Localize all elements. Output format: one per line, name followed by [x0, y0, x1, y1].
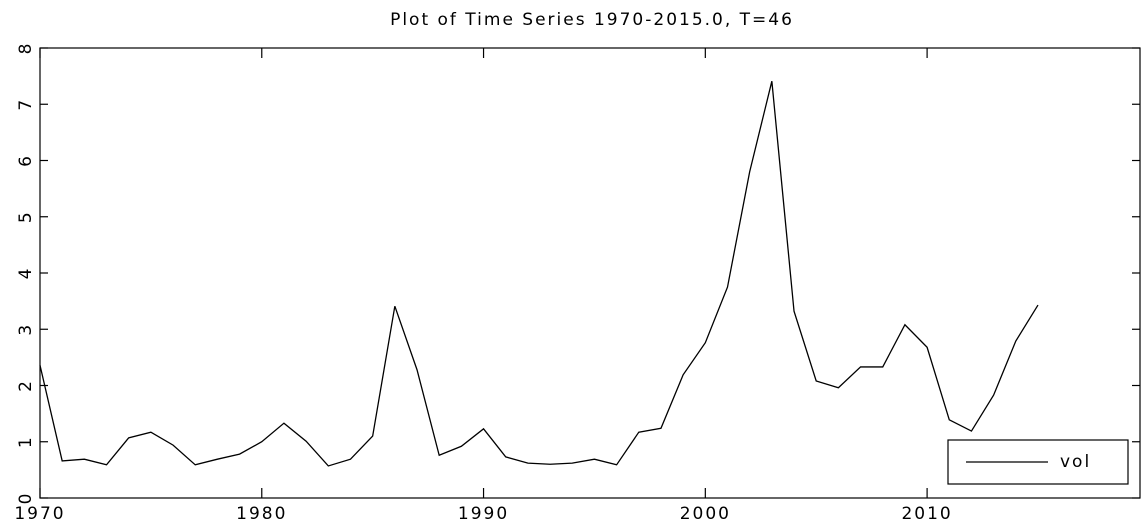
y-tick-label: 8: [16, 42, 36, 55]
y-tick-label: 1: [16, 435, 36, 448]
x-tick-label: 1980: [236, 504, 287, 524]
y-tick-label: 7: [16, 98, 36, 111]
x-tick-label: 1990: [458, 504, 509, 524]
x-tick-label: 1970: [14, 504, 65, 524]
y-tick-label: 5: [16, 210, 36, 223]
y-tick-label: 0: [16, 492, 36, 505]
plot-frame: [39, 47, 1141, 499]
y-tick-label: 6: [16, 154, 36, 167]
x-tick-label: 2010: [901, 504, 952, 524]
legend-label: vol: [1060, 452, 1091, 472]
series-line: [39, 81, 1039, 467]
y-tick-label: 4: [16, 267, 36, 280]
x-tick-label: 2000: [680, 504, 731, 524]
chart-title: Plot of Time Series 1970-2015.0, T=46: [390, 10, 794, 30]
y-tick-label: 3: [16, 323, 36, 336]
y-tick-label: 2: [16, 379, 36, 392]
